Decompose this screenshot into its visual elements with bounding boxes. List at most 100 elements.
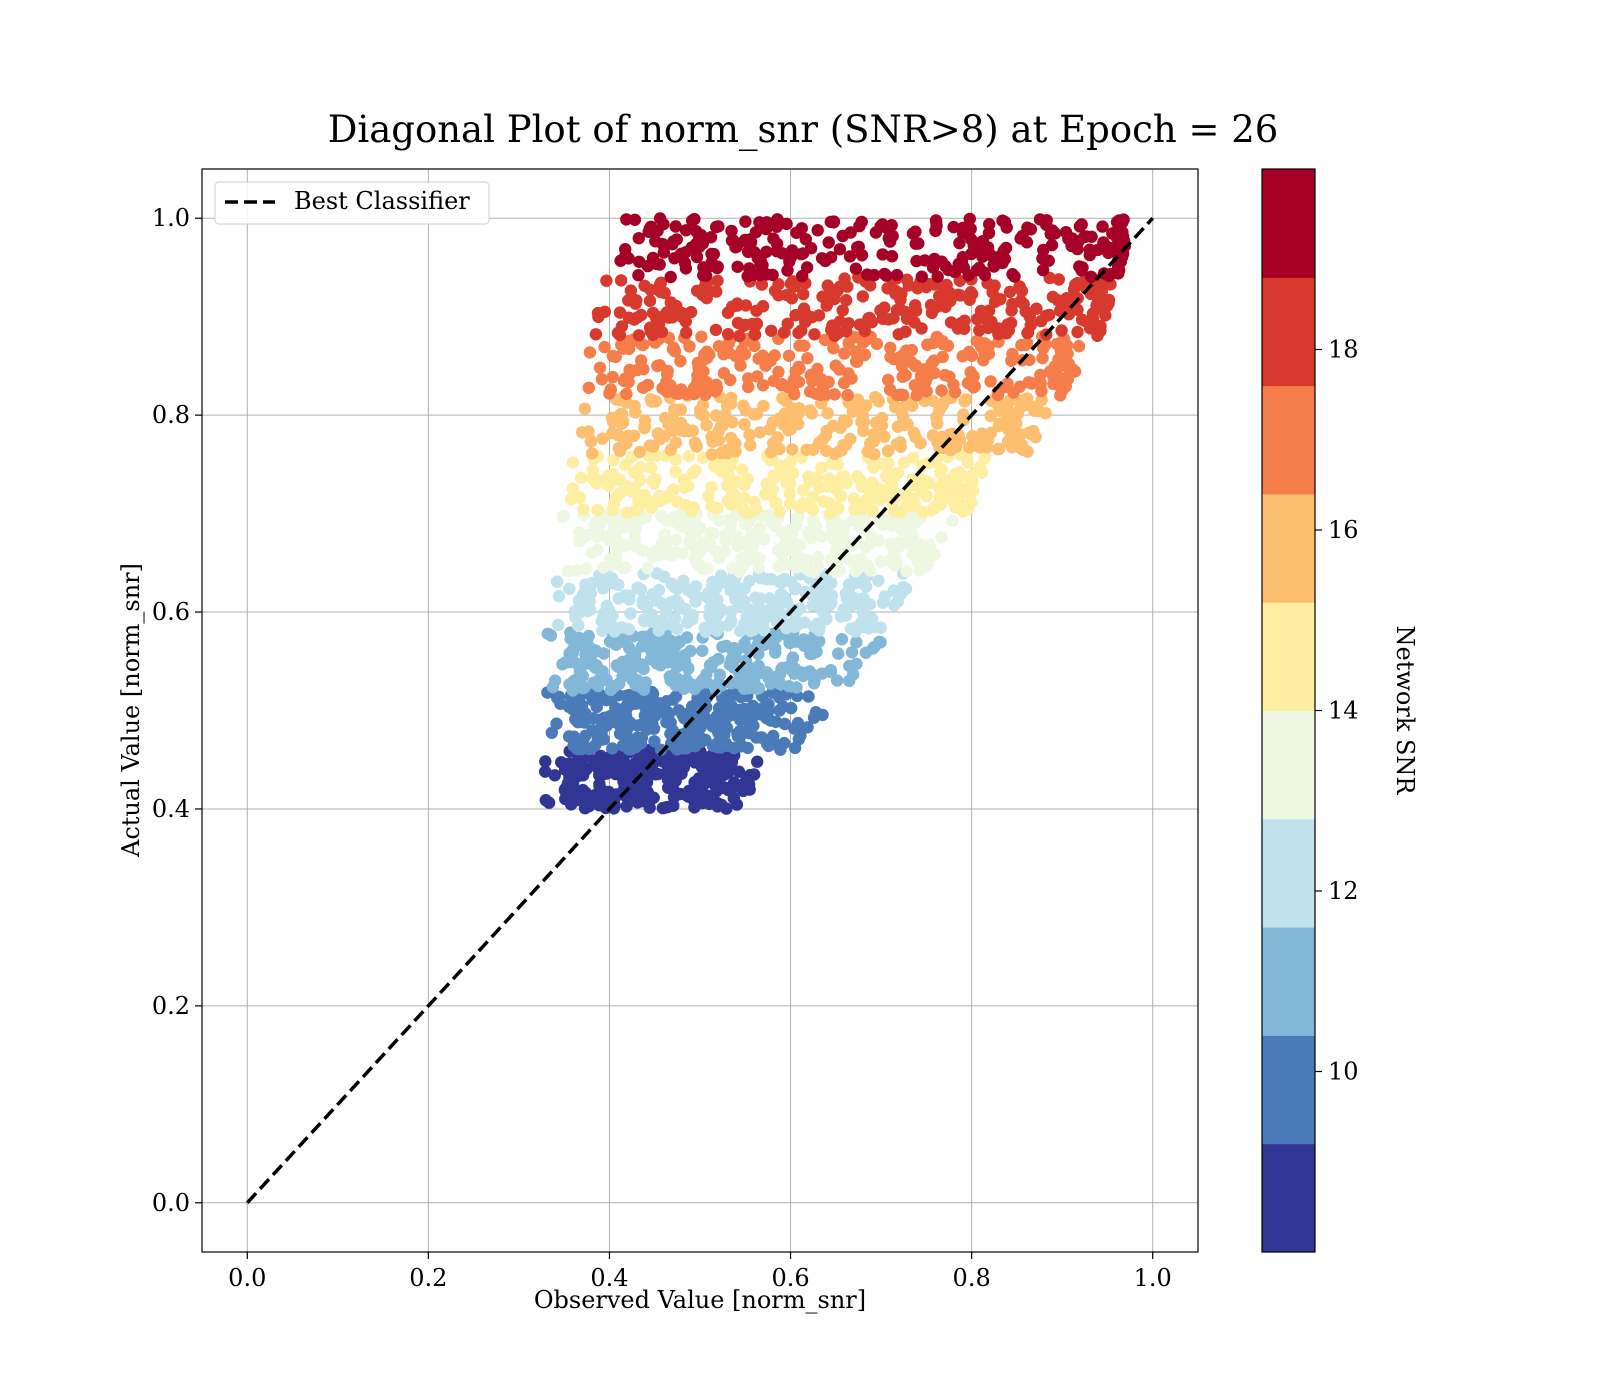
data-point <box>861 445 874 458</box>
x-tick-label: 0.4 <box>590 1264 628 1292</box>
data-point <box>819 388 832 401</box>
data-point <box>548 674 562 687</box>
data-point <box>960 224 974 238</box>
data-point <box>815 461 828 474</box>
data-point <box>878 590 891 603</box>
data-point <box>1002 324 1015 337</box>
data-point <box>807 711 821 724</box>
data-point <box>711 274 724 287</box>
data-point <box>909 359 922 372</box>
data-point <box>1042 254 1055 267</box>
data-point <box>623 367 637 380</box>
data-point <box>947 378 960 391</box>
data-point <box>1003 285 1017 299</box>
data-point <box>574 759 587 772</box>
data-point <box>651 427 665 440</box>
data-point <box>808 328 821 341</box>
data-point <box>884 537 897 550</box>
colorbar: 10 12 14 16 18 Network SNR <box>1261 168 1419 1253</box>
data-point <box>1067 283 1081 296</box>
data-point <box>695 330 708 343</box>
data-point <box>1023 427 1036 440</box>
data-point <box>712 457 725 470</box>
data-point <box>801 352 814 365</box>
data-point <box>623 589 636 602</box>
data-point <box>961 503 974 516</box>
data-point <box>843 659 856 673</box>
data-point <box>836 229 849 243</box>
data-point <box>792 360 805 373</box>
data-point <box>674 416 688 430</box>
data-point <box>833 243 847 256</box>
colorbar-label: Network SNR <box>1391 626 1419 796</box>
data-point <box>645 713 658 726</box>
snr-band-points <box>576 389 1052 461</box>
data-point <box>663 414 676 427</box>
data-point <box>668 640 682 653</box>
data-point <box>1055 324 1068 337</box>
data-point <box>797 287 810 301</box>
data-point <box>846 405 859 418</box>
data-point <box>626 762 639 775</box>
data-point <box>691 694 704 708</box>
data-point <box>654 743 668 756</box>
data-point <box>694 543 707 556</box>
data-point <box>936 335 949 348</box>
data-point <box>1020 236 1034 249</box>
data-point <box>600 274 613 287</box>
data-point <box>818 333 832 347</box>
data-point <box>822 236 835 249</box>
data-point <box>840 476 853 490</box>
data-point <box>688 515 701 529</box>
data-point <box>872 574 885 587</box>
data-point <box>611 543 624 556</box>
data-point <box>610 532 623 545</box>
data-point <box>619 459 632 472</box>
data-point <box>790 561 804 574</box>
data-point <box>585 447 599 460</box>
data-point <box>935 384 948 397</box>
data-point <box>707 656 720 669</box>
legend-box <box>214 181 490 225</box>
data-point <box>800 443 813 456</box>
data-point <box>868 268 881 282</box>
data-point <box>785 292 799 305</box>
data-point <box>1056 384 1069 397</box>
data-point <box>600 767 614 780</box>
data-point <box>915 485 928 498</box>
data-point <box>573 704 586 717</box>
data-point <box>1047 370 1060 384</box>
x-tick-label: 0.2 <box>409 1264 447 1292</box>
data-point <box>628 650 641 663</box>
data-point <box>643 294 657 308</box>
data-point <box>552 618 565 632</box>
data-point <box>617 562 630 575</box>
data-point <box>1019 338 1032 352</box>
data-point <box>797 484 810 497</box>
data-point <box>770 469 783 482</box>
data-point <box>1071 325 1084 339</box>
data-point <box>1005 304 1018 317</box>
data-point <box>710 502 724 515</box>
data-point <box>885 250 899 263</box>
data-point <box>647 440 660 453</box>
data-point <box>721 708 735 722</box>
data-point <box>752 561 766 574</box>
data-point <box>963 293 976 306</box>
data-point <box>685 678 698 691</box>
data-point <box>890 268 904 282</box>
data-point <box>991 442 1005 456</box>
data-point <box>1061 373 1075 386</box>
data-point <box>1059 226 1073 239</box>
data-point <box>591 530 604 543</box>
data-point <box>931 435 944 449</box>
data-point <box>823 287 836 300</box>
data-point <box>556 510 569 523</box>
data-point <box>973 261 986 275</box>
data-point <box>786 545 799 558</box>
data-point <box>909 299 922 312</box>
data-point <box>984 426 998 440</box>
snr-band-points <box>565 448 991 520</box>
data-point <box>788 582 802 596</box>
colorbar-band <box>1262 602 1315 711</box>
